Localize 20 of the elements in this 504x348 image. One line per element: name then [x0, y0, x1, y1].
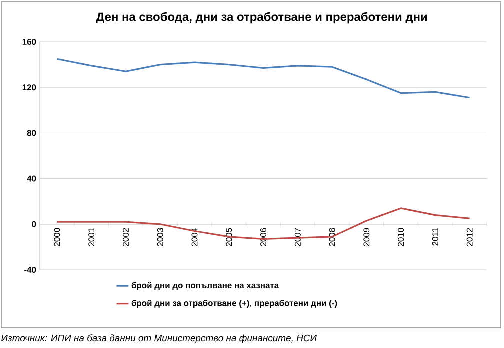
chart-title: Ден на свобода, дни за отработване и преработени дни: [96, 12, 428, 24]
x-tick-label: 2002: [122, 228, 129, 246]
y-tick-label: 80: [27, 130, 36, 136]
legend-label: брой дни за отработване (+), преработени дни (-): [132, 300, 338, 308]
x-tick-label: 2010: [398, 228, 404, 246]
x-tick-label: 2000: [54, 228, 60, 246]
x-tick-label: 2001: [88, 228, 95, 246]
y-tick-label: -40: [24, 267, 36, 273]
x-tick-label: 2003: [157, 228, 164, 246]
line-series: [56, 58, 471, 99]
x-tick-label: 2009: [364, 228, 370, 246]
y-tick-label: 160: [22, 39, 36, 45]
y-tick-label: 0: [32, 221, 36, 228]
x-tick-label: 2012: [466, 228, 473, 246]
y-tick-label: 40: [27, 176, 36, 182]
legend-label: брой дни до попълване на хазната: [132, 282, 280, 290]
text: Източник: ИПИ на база данни от Министерство на финансите, НСИ: [2, 334, 317, 344]
x-tick-label: 2011: [432, 228, 438, 246]
y-tick-label: 120: [22, 84, 36, 91]
x-tick-label: 2006: [260, 228, 266, 246]
